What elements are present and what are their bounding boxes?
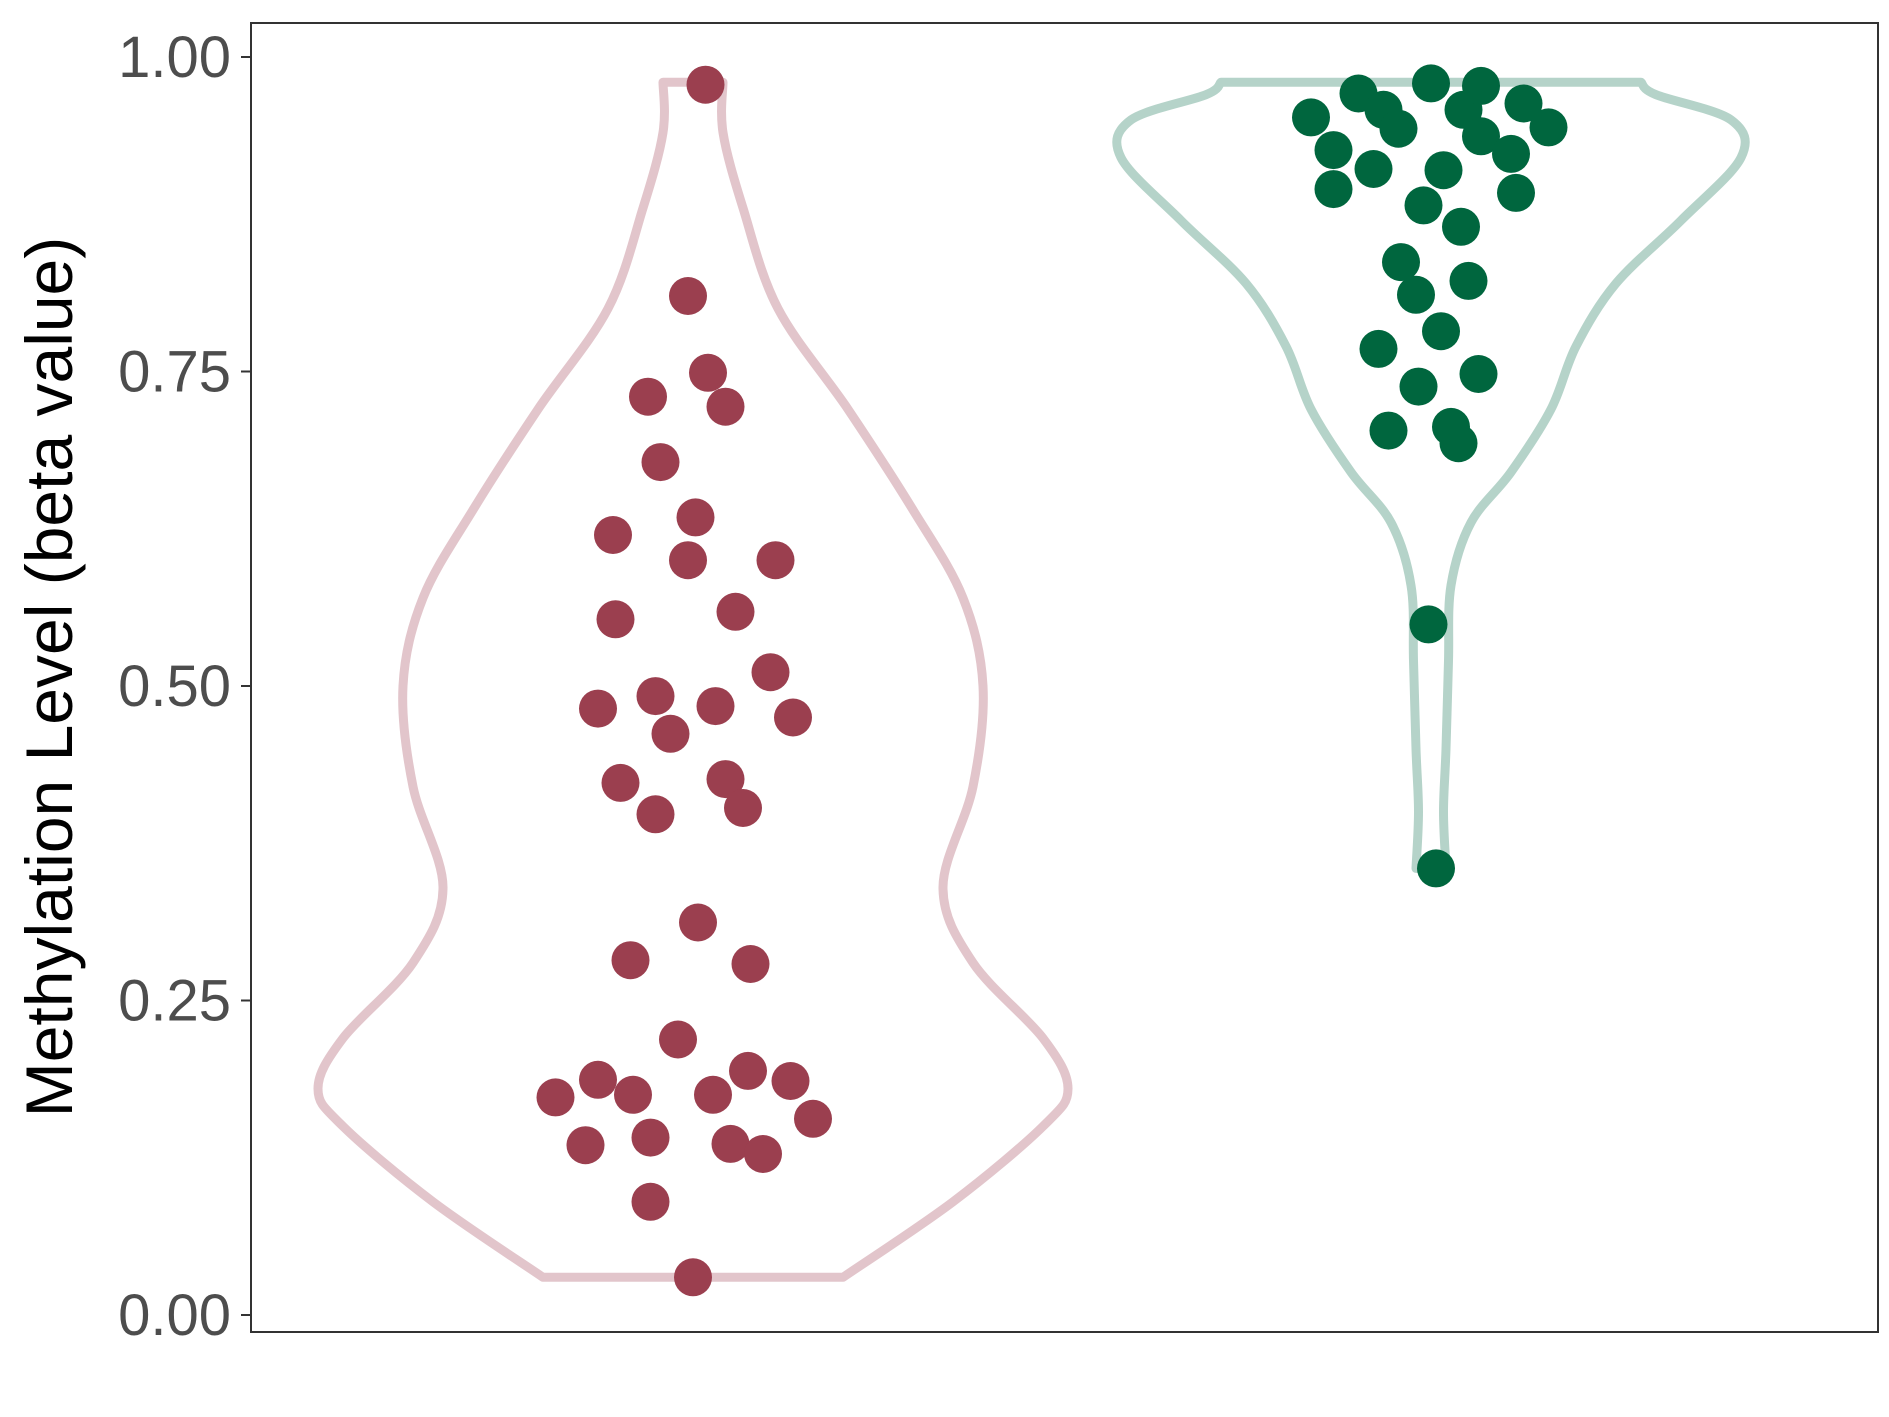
- data-point: [696, 687, 735, 726]
- data-point: [706, 387, 745, 426]
- data-point: [669, 541, 707, 580]
- data-point: [1449, 261, 1488, 300]
- data-point: [1439, 424, 1478, 463]
- data-point: [536, 1078, 575, 1117]
- data-point: [1354, 150, 1393, 188]
- data-point: [1417, 849, 1455, 888]
- data-point: [1424, 151, 1463, 190]
- y-tick-label: 0.25: [118, 969, 231, 1034]
- data-point: [674, 1258, 712, 1297]
- data-point: [641, 443, 680, 482]
- data-point: [686, 65, 725, 104]
- data-point: [611, 941, 650, 980]
- data-point: [751, 653, 790, 692]
- data-point: [689, 353, 727, 392]
- y-tick-label: 0.75: [118, 340, 231, 405]
- violin-outline-2: [1112, 77, 1750, 873]
- data-point: [1314, 131, 1353, 170]
- data-point: [594, 516, 632, 554]
- data-point: [1412, 64, 1450, 103]
- data-point: [636, 795, 675, 834]
- data-point: [614, 1075, 652, 1114]
- data-point: [1399, 367, 1438, 406]
- data-point: [679, 903, 717, 942]
- data-point: [711, 1124, 750, 1163]
- plot-panel: [250, 22, 1879, 1333]
- data-point: [669, 277, 707, 315]
- data-point: [601, 763, 640, 802]
- data-point: [676, 498, 715, 537]
- data-point: [731, 945, 770, 983]
- data-point: [579, 1060, 617, 1099]
- data-point: [579, 689, 617, 728]
- data-point: [596, 600, 635, 639]
- data-point: [1382, 243, 1420, 282]
- data-point: [631, 1118, 670, 1157]
- data-point: [1422, 312, 1460, 351]
- data-point: [1409, 605, 1448, 644]
- data-point: [1359, 329, 1398, 368]
- data-point: [566, 1126, 605, 1165]
- data-point: [1369, 411, 1408, 450]
- points-layer: [536, 64, 1568, 1297]
- data-point: [1292, 98, 1330, 137]
- data-point: [659, 1020, 697, 1059]
- data-point: [774, 698, 812, 737]
- data-point: [771, 1062, 810, 1100]
- data-point: [744, 1135, 782, 1173]
- y-tick-label: 1.00: [118, 25, 231, 90]
- violin-outline-1: [313, 77, 1073, 1282]
- data-point: [651, 714, 690, 753]
- data-point: [1459, 355, 1498, 393]
- data-point: [636, 677, 675, 716]
- data-point: [716, 592, 755, 631]
- y-axis: 0.00 0.25 0.50 0.75 1.00: [118, 25, 251, 1348]
- data-point: [756, 541, 795, 580]
- data-point: [1462, 117, 1500, 156]
- y-axis-title: Methylation Level (beta value): [12, 237, 86, 1118]
- data-point: [694, 1075, 732, 1114]
- data-point: [1504, 84, 1543, 123]
- data-point: [1492, 134, 1530, 173]
- data-point: [1462, 66, 1500, 105]
- data-point: [706, 760, 745, 799]
- data-point: [1404, 186, 1443, 225]
- data-point: [794, 1099, 832, 1138]
- data-point: [631, 1182, 670, 1221]
- data-point: [629, 377, 667, 416]
- data-point: [1497, 173, 1535, 212]
- y-tick-label: 0.50: [118, 654, 231, 719]
- data-point: [729, 1051, 767, 1090]
- data-point: [724, 789, 762, 827]
- violins-layer: [313, 77, 1750, 1282]
- data-point: [1529, 108, 1568, 147]
- data-point: [1379, 109, 1418, 148]
- data-point: [1314, 170, 1353, 209]
- y-tick-label: 0.00: [118, 1283, 231, 1348]
- data-point: [1442, 207, 1480, 246]
- data-point: [1397, 275, 1435, 314]
